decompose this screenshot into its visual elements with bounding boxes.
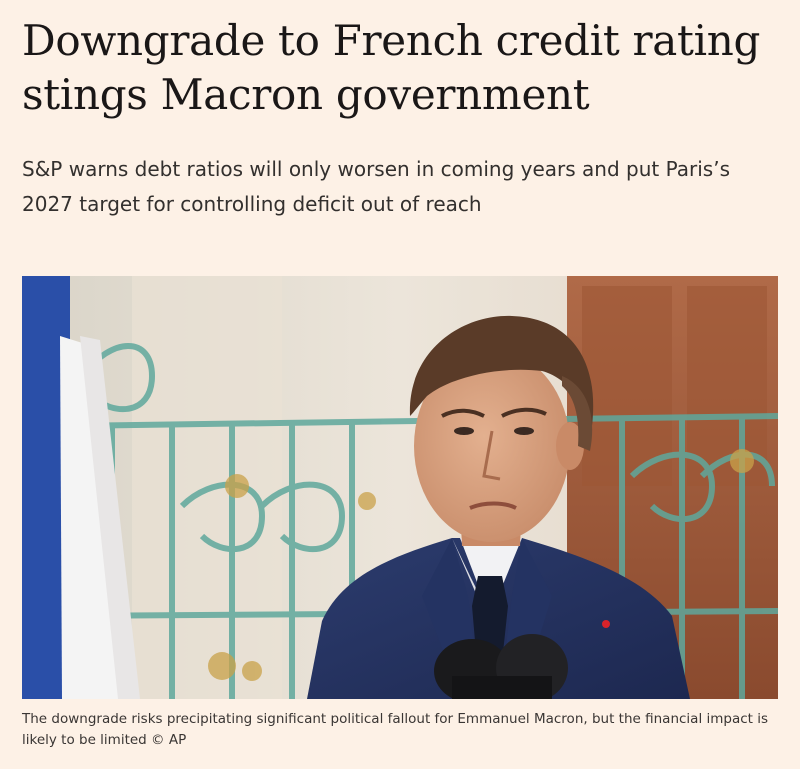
article-photo bbox=[22, 276, 778, 699]
article-standfirst: S&P warns debt ratios will only worsen i… bbox=[22, 157, 730, 216]
photo-caption: The downgrade risks precipitating signif… bbox=[22, 711, 769, 748]
article-headline: Downgrade to French credit rating stings… bbox=[22, 16, 761, 119]
